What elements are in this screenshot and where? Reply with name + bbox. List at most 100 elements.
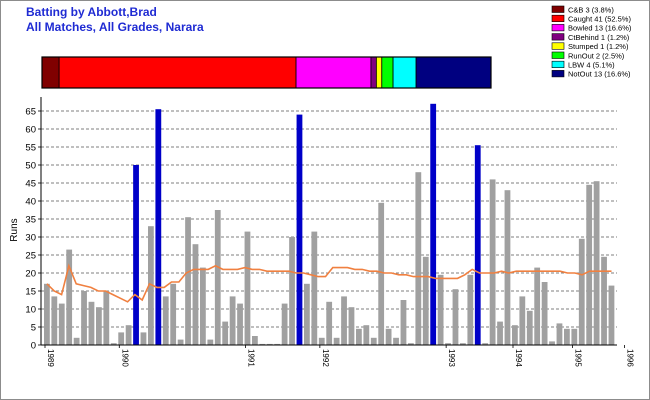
- x-tick-label: 1990: [120, 349, 129, 367]
- y-tick-label: 20: [25, 269, 36, 280]
- innings-bar: [482, 343, 489, 345]
- innings-bar: [541, 282, 548, 345]
- x-tick-label: 1993: [447, 349, 456, 367]
- innings-bar: [266, 343, 273, 345]
- innings-bar: [311, 231, 318, 345]
- dismissal-segment: [58, 56, 297, 89]
- innings-bar: [452, 289, 459, 345]
- legend-swatch: [551, 14, 565, 22]
- innings-bar: [103, 291, 110, 345]
- innings-bar: [170, 283, 177, 345]
- legend-swatch: [551, 5, 565, 13]
- y-tick-label: 25: [25, 251, 36, 262]
- y-tick-label: 60: [25, 125, 36, 136]
- innings-bar: [504, 190, 511, 345]
- y-tick-label: 45: [25, 179, 36, 190]
- innings-bar: [44, 283, 50, 345]
- innings-bar: [556, 323, 563, 345]
- innings-bar: [393, 337, 399, 345]
- innings-bar: [318, 337, 325, 345]
- legend-entry: LBW 4 (5.1%): [568, 61, 615, 70]
- innings-bar: [564, 328, 570, 345]
- x-tick-label: 1991: [247, 349, 256, 367]
- innings-bar: [200, 267, 206, 345]
- innings-bar: [148, 226, 154, 345]
- legend-entry: RunOut 2 (2.5%): [568, 51, 625, 60]
- legend-entry: Caught 41 (52.5%): [568, 15, 631, 24]
- innings-bar: [519, 296, 526, 345]
- innings-bar: [422, 256, 429, 345]
- innings-bar: [289, 237, 295, 345]
- notout-bar: [474, 145, 481, 345]
- innings-bar: [140, 332, 147, 345]
- innings-bar: [185, 217, 191, 345]
- innings-bar: [192, 244, 199, 345]
- innings-bar: [363, 325, 370, 345]
- innings-bar: [110, 343, 117, 345]
- y-tick-label: 5: [31, 323, 36, 334]
- innings-bar: [162, 296, 169, 345]
- innings-bar: [489, 179, 496, 345]
- x-tick-label: 1994: [514, 349, 523, 367]
- dismissal-strip-border: [41, 56, 492, 89]
- innings-bar: [304, 283, 310, 345]
- innings-bar: [437, 274, 444, 345]
- legend-swatch: [551, 42, 565, 50]
- innings-bar: [118, 332, 125, 345]
- x-tick-label: 1992: [321, 349, 330, 367]
- innings-bar: [512, 325, 518, 345]
- innings-bar: [125, 325, 132, 345]
- y-tick-label: 40: [25, 197, 36, 208]
- x-tick-label: 1989: [46, 349, 55, 367]
- innings-bar: [222, 321, 229, 345]
- innings-bar: [348, 307, 355, 345]
- innings-bar: [578, 238, 585, 345]
- dismissal-segment: [392, 56, 417, 89]
- innings-bar: [88, 301, 95, 345]
- average-line: [46, 263, 612, 303]
- legend-entry: C&B 3 (3.8%): [568, 5, 614, 14]
- innings-bar: [356, 328, 362, 345]
- y-tick-label: 10: [25, 305, 36, 316]
- legend-swatch: [551, 33, 565, 41]
- dismissal-segment: [41, 56, 60, 89]
- innings-bar: [593, 181, 600, 345]
- innings-bar: [378, 202, 385, 345]
- innings-bar: [252, 336, 258, 345]
- innings-bar: [586, 184, 593, 345]
- innings-bar: [96, 307, 102, 345]
- y-tick-label: 30: [25, 233, 36, 244]
- dismissal-segment: [381, 56, 394, 89]
- innings-bar: [58, 303, 65, 345]
- notout-bar: [155, 109, 162, 345]
- innings-bar: [326, 301, 333, 345]
- innings-bar: [549, 341, 555, 345]
- legend-entry: Bowled 13 (16.6%): [568, 24, 632, 33]
- innings-bar: [81, 291, 87, 345]
- notout-bar: [296, 114, 303, 345]
- innings-bar: [460, 343, 466, 345]
- y-axis-title: Runs: [9, 218, 20, 241]
- innings-bar: [415, 172, 422, 345]
- innings-bar: [51, 296, 58, 345]
- innings-bar: [526, 310, 533, 345]
- innings-bar: [207, 339, 214, 345]
- legend-entry: NotOut 13 (16.6%): [568, 70, 631, 79]
- legend-swatch: [551, 51, 565, 59]
- innings-bar: [281, 303, 288, 345]
- legend-entry: Stumped 1 (1.2%): [568, 42, 629, 51]
- innings-bar: [333, 337, 340, 345]
- innings-bar: [237, 303, 243, 345]
- innings-bar: [571, 328, 578, 345]
- notout-bar: [430, 103, 437, 345]
- dismissal-segment: [415, 56, 492, 89]
- legend-entry: CtBehind 1 (1.2%): [568, 33, 630, 42]
- chart-title: Batting by Abbott,Brad: [26, 5, 157, 19]
- legend-swatch: [551, 24, 565, 32]
- innings-bar: [244, 231, 251, 345]
- innings-bar: [341, 296, 347, 345]
- innings-bar: [608, 285, 615, 345]
- y-tick-label: 0: [31, 341, 36, 352]
- innings-bar: [601, 256, 607, 345]
